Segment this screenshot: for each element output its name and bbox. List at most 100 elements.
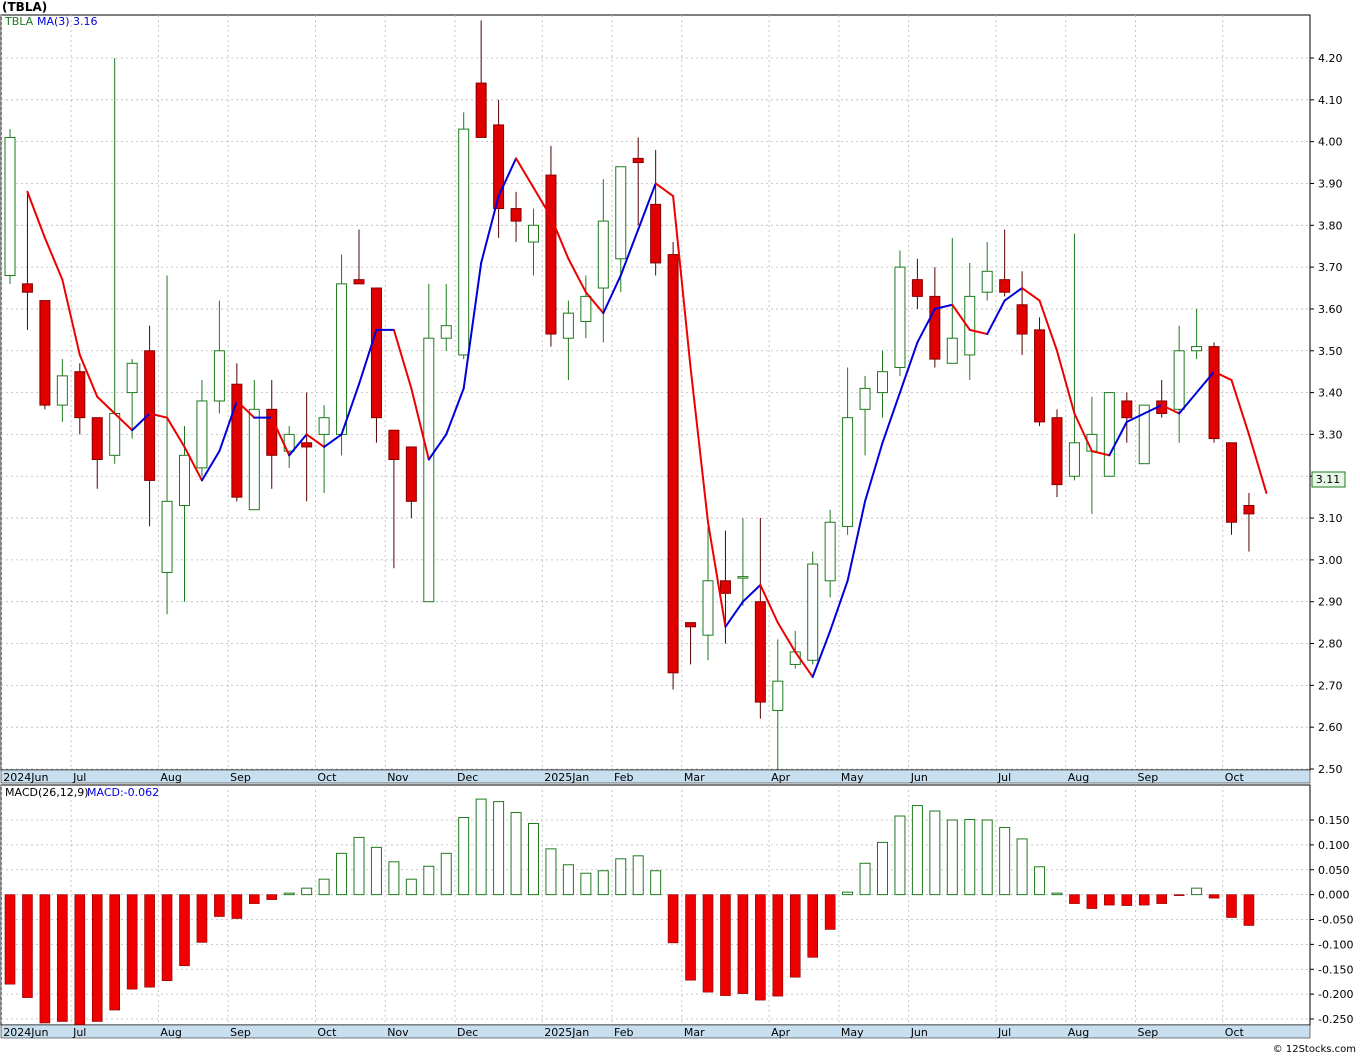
month-label: Dec (457, 1026, 478, 1039)
month-label: Feb (614, 1026, 633, 1039)
candle (1051, 409, 1063, 498)
candle-body (754, 601, 766, 703)
candle-body (824, 521, 836, 582)
candle-body (1068, 442, 1080, 477)
candle-body (388, 429, 400, 461)
ma3-line (26, 157, 1268, 678)
candle-body (964, 295, 976, 356)
candle-body (685, 622, 697, 628)
candle-body (39, 300, 51, 406)
candle (179, 426, 190, 602)
month-label: Oct (317, 771, 337, 784)
ma3-segment (986, 299, 1006, 336)
macd-bar (57, 894, 68, 1022)
candle (1034, 317, 1046, 427)
candle (545, 145, 557, 347)
month-label: May (841, 771, 864, 784)
candle-body (56, 375, 68, 406)
candle (999, 229, 1011, 297)
candle (266, 380, 278, 489)
macd-bar (336, 852, 348, 896)
candle (1243, 492, 1255, 552)
ma3-segment (1003, 287, 1024, 302)
macd-bar (911, 805, 923, 896)
ma3-segment (1230, 379, 1250, 436)
macd-bar (39, 894, 51, 1024)
month-label: Mar (684, 1026, 705, 1039)
macd-bar (370, 846, 382, 896)
candle-body (370, 287, 382, 419)
macd-tick-label: 0.150 (1318, 814, 1350, 827)
candle-body (562, 312, 574, 339)
macd-bar (283, 892, 295, 896)
macd-bar (1051, 892, 1063, 896)
macd-bar (1173, 894, 1185, 896)
ma3-segment (916, 307, 936, 344)
candle (824, 509, 836, 598)
ma3-segment (61, 278, 81, 356)
ma3-segment (619, 228, 640, 277)
month-label: Apr (771, 1026, 791, 1039)
month-label: Apr (771, 771, 791, 784)
macd-tick-label: 0.100 (1318, 839, 1350, 852)
candle (615, 166, 627, 293)
macd-bar (859, 862, 871, 896)
ma3-segment (131, 412, 151, 432)
month-label: Nov (387, 771, 409, 784)
candle-body (405, 446, 417, 502)
candle-body (458, 128, 470, 356)
candle-body (929, 295, 941, 360)
macd-y-axis: -0.250 -0.200 -0.150 -0.100 -0.050 0.000 0.050… (1310, 814, 1353, 1026)
month-label: 2024Jun (3, 771, 48, 784)
ma3-segment (1038, 299, 1058, 352)
candle (39, 300, 51, 410)
ma3-segment (759, 583, 779, 624)
month-label: Jul (72, 771, 86, 784)
candle-body (1051, 417, 1063, 486)
macd-legend-value: MACD:-0.062 (87, 786, 159, 799)
candle (4, 129, 16, 284)
price-tick-label: 3.60 (1318, 303, 1343, 316)
ma3-segment (1213, 370, 1233, 382)
candle (807, 551, 819, 665)
macd-bar (475, 798, 487, 896)
macd-bar (1243, 894, 1255, 926)
candle (161, 275, 173, 615)
candle (632, 137, 644, 226)
ma3-segment (78, 353, 99, 398)
macd-bar (702, 894, 714, 993)
ma3-segment (323, 433, 343, 448)
price-tick-label: 3.80 (1318, 219, 1343, 232)
macd-tick-label: -0.250 (1318, 1013, 1353, 1026)
macd-bar (597, 870, 609, 896)
candle (737, 518, 749, 606)
candle-body (859, 387, 871, 410)
macd-bar (458, 817, 470, 896)
month-label: Jul (997, 1026, 1011, 1039)
price-tick-label: 2.50 (1318, 763, 1343, 776)
macd-bar (144, 894, 155, 988)
macd-bar (22, 894, 33, 998)
macd-tick-label: 0.050 (1318, 864, 1350, 877)
ma3-segment (497, 157, 518, 198)
month-label: 2025Jan (544, 771, 589, 784)
price-legend-symbol: TBLA (4, 15, 34, 28)
candle-body (999, 279, 1011, 293)
ma3-segment (1090, 450, 1111, 457)
macd-bar (301, 887, 313, 896)
price-tick-label: 2.90 (1318, 596, 1343, 609)
candle-body (161, 500, 173, 573)
candle-body (510, 208, 522, 222)
ma3-segment (480, 195, 500, 264)
ma3-segment (340, 383, 360, 436)
month-label: Jul (72, 1026, 86, 1039)
month-label: Jun (910, 771, 928, 784)
macd-bar (196, 894, 208, 943)
price-tick-label: 3.40 (1318, 387, 1343, 400)
month-label: Feb (614, 771, 633, 784)
candle-body (772, 680, 784, 711)
candle-body (737, 576, 749, 579)
candle (929, 267, 941, 368)
month-label: Oct (317, 1026, 337, 1039)
